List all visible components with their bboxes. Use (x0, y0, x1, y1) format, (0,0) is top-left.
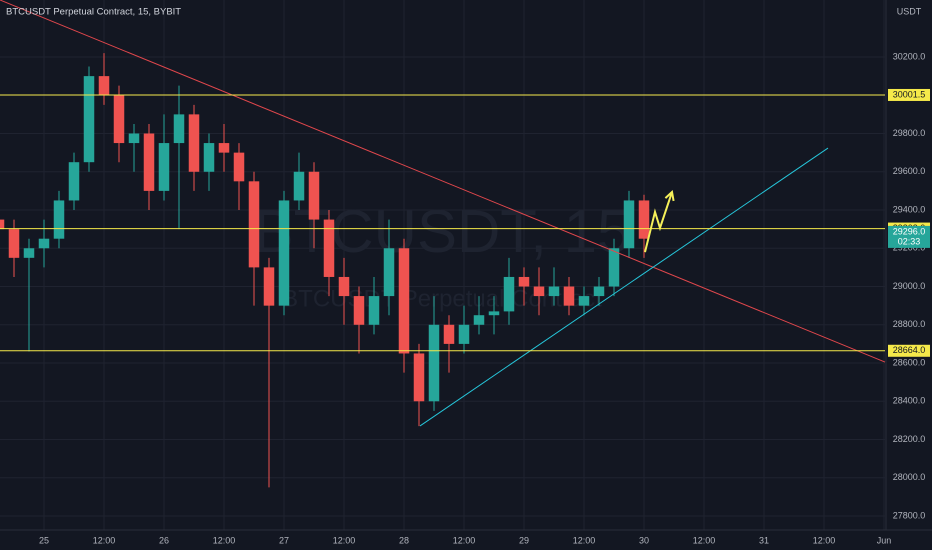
y-tick-label: 29800.0 (893, 128, 926, 138)
candle-body (218, 143, 230, 153)
candle-body (143, 133, 155, 191)
y-tick-label: 30200.0 (893, 51, 926, 61)
candle-body (323, 219, 335, 277)
price-level-tag (888, 344, 930, 357)
x-tick-label: 12:00 (213, 535, 236, 545)
x-tick-label: 28 (399, 535, 409, 545)
trendline (419, 147, 829, 427)
y-tick-label: 28400.0 (893, 396, 926, 406)
last-price-label: 29296.0 (893, 226, 926, 236)
candle-body (38, 238, 50, 249)
y-tick-label: 28800.0 (893, 319, 926, 329)
y-tick-label: 29600.0 (893, 166, 926, 176)
candle-body (458, 324, 470, 344)
candle-body (113, 95, 125, 144)
candle-body (353, 296, 365, 325)
candle-body (233, 152, 245, 182)
y-tick-label: 28000.0 (893, 472, 926, 482)
candle-body (203, 143, 215, 172)
candle-body (593, 286, 605, 297)
projection-arrow (644, 191, 673, 253)
x-tick-label: 12:00 (333, 535, 356, 545)
y-tick-label: 28200.0 (893, 434, 926, 444)
candle-body (413, 353, 425, 402)
x-tick-label: 26 (159, 535, 169, 545)
candle-body (293, 171, 305, 201)
candle-body (23, 248, 35, 258)
candle-body (173, 114, 185, 144)
candle-body (533, 286, 545, 297)
candle-body (53, 200, 65, 239)
candle-body (278, 200, 290, 306)
x-tick-label: 12:00 (93, 535, 116, 545)
x-tick-label: 27 (279, 535, 289, 545)
candle-body (0, 219, 5, 230)
price-level-label: 30001.5 (893, 89, 926, 99)
y-tick-label: 29400.0 (893, 204, 926, 214)
candle-body (383, 248, 395, 297)
candle-body (338, 276, 350, 297)
price-level-tag (888, 88, 930, 101)
x-tick-label: 31 (759, 535, 769, 545)
arrow-head (664, 190, 675, 202)
candle-body (563, 286, 575, 306)
candle-body (623, 200, 635, 249)
candle-body (158, 143, 170, 191)
candle-body (308, 171, 320, 220)
plot (0, 0, 886, 488)
candle-body (503, 276, 515, 312)
candle-body (68, 162, 80, 201)
candle-body (578, 296, 590, 306)
x-tick-label: Jun (877, 535, 892, 545)
x-tick-label: 12:00 (813, 535, 836, 545)
y-tick-label: 29000.0 (893, 281, 926, 291)
x-tick-label: 12:00 (573, 535, 596, 545)
candle-body (398, 248, 410, 354)
chart-title: BTCUSDT Perpetual Contract, 15, BYBIT (6, 7, 181, 18)
candle-body (188, 114, 200, 172)
trendline (0, 0, 886, 363)
last-price-tag (888, 225, 930, 248)
candle-body (518, 276, 530, 287)
candle-body (488, 311, 500, 316)
candle-body (248, 181, 260, 268)
candle-body (98, 76, 110, 96)
x-tick-label: 29 (519, 535, 529, 545)
price-level-label: 28664.0 (893, 345, 926, 355)
y-axis-label: USDT (897, 6, 922, 16)
price-axis (886, 0, 932, 550)
candle-body (263, 267, 275, 306)
candle-body (608, 248, 620, 287)
x-tick-label: 12:00 (693, 535, 716, 545)
candle-body (638, 200, 650, 239)
candle-body (83, 76, 95, 163)
x-tick-label: 30 (639, 535, 649, 545)
x-tick-label: 25 (39, 535, 49, 545)
candle-body (428, 324, 440, 402)
candle-body (368, 296, 380, 325)
y-tick-label: 27800.0 (893, 510, 926, 520)
y-tick-label: 28600.0 (893, 357, 926, 367)
candle-body (548, 286, 560, 297)
axis-labels: 27800.0 28000.0 28200.0 28400.0 28600.0 28800… (39, 51, 930, 545)
candle-body (128, 133, 140, 144)
countdown: 02:33 (898, 236, 921, 246)
x-tick-label: 12:00 (453, 535, 476, 545)
candle-body (8, 229, 20, 258)
candle-body (473, 315, 485, 325)
candle-body (443, 324, 455, 344)
